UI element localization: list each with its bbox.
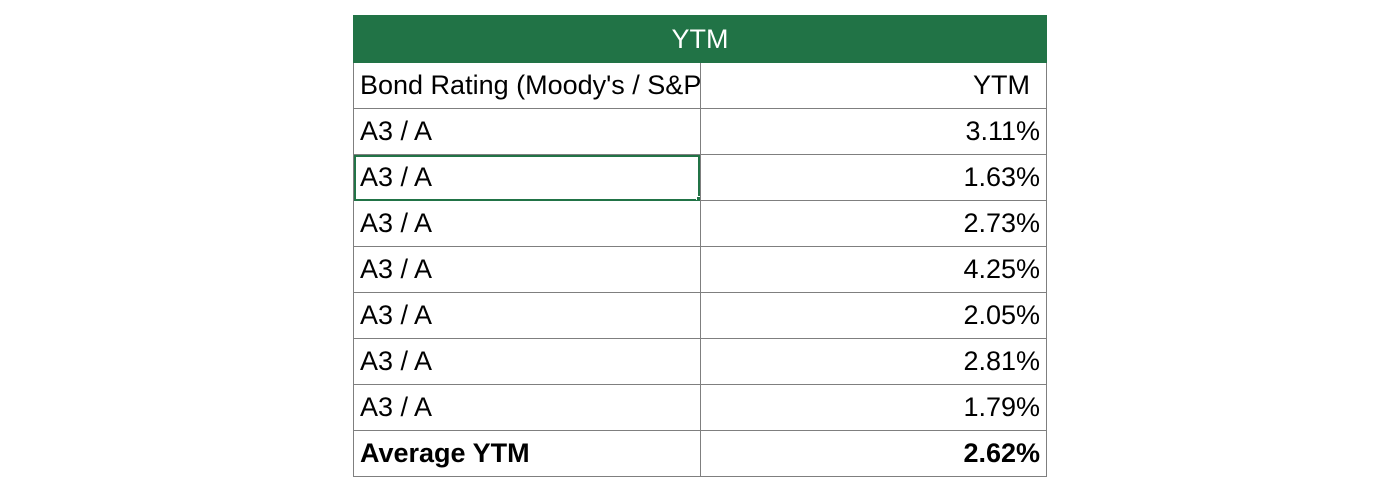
rating-cell[interactable]: A3 / A [353, 338, 701, 385]
table-row: A3 / A 1.79% [353, 384, 1047, 431]
rating-cell[interactable]: A3 / A [353, 246, 701, 293]
rating-cell[interactable]: A3 / A [353, 108, 701, 155]
header-bond-rating[interactable]: Bond Rating (Moody's / S&P) [353, 62, 701, 109]
title-row: YTM [353, 15, 1047, 63]
table-row: A3 / A 2.73% [353, 200, 1047, 247]
table-row: A3 / A 3.11% [353, 108, 1047, 155]
total-row: Average YTM 2.62% [353, 430, 1047, 477]
table-row: A3 / A 4.25% [353, 246, 1047, 293]
table-title[interactable]: YTM [353, 15, 1047, 63]
average-ytm-value[interactable]: 2.62% [699, 430, 1047, 477]
ytm-cell[interactable]: 4.25% [699, 246, 1047, 293]
table-row: A3 / A 1.63% [353, 154, 1047, 201]
rating-cell-text: A3 / A [360, 162, 433, 192]
ytm-cell[interactable]: 3.11% [699, 108, 1047, 155]
ytm-cell[interactable]: 2.05% [699, 292, 1047, 339]
ytm-cell[interactable]: 1.63% [699, 154, 1047, 201]
rating-cell-selected[interactable]: A3 / A [353, 154, 701, 201]
ytm-cell[interactable]: 1.79% [699, 384, 1047, 431]
header-row: Bond Rating (Moody's / S&P) YTM [353, 62, 1047, 109]
rating-cell[interactable]: A3 / A [353, 384, 701, 431]
fill-handle[interactable] [695, 196, 700, 200]
table-row: A3 / A 2.81% [353, 338, 1047, 385]
ytm-cell[interactable]: 2.81% [699, 338, 1047, 385]
header-ytm[interactable]: YTM [699, 62, 1047, 109]
table-row: A3 / A 2.05% [353, 292, 1047, 339]
rating-cell[interactable]: A3 / A [353, 200, 701, 247]
ytm-cell[interactable]: 2.73% [699, 200, 1047, 247]
average-ytm-label[interactable]: Average YTM [353, 430, 701, 477]
ytm-table: YTM Bond Rating (Moody's / S&P) YTM A3 /… [353, 15, 1047, 477]
rating-cell[interactable]: A3 / A [353, 292, 701, 339]
